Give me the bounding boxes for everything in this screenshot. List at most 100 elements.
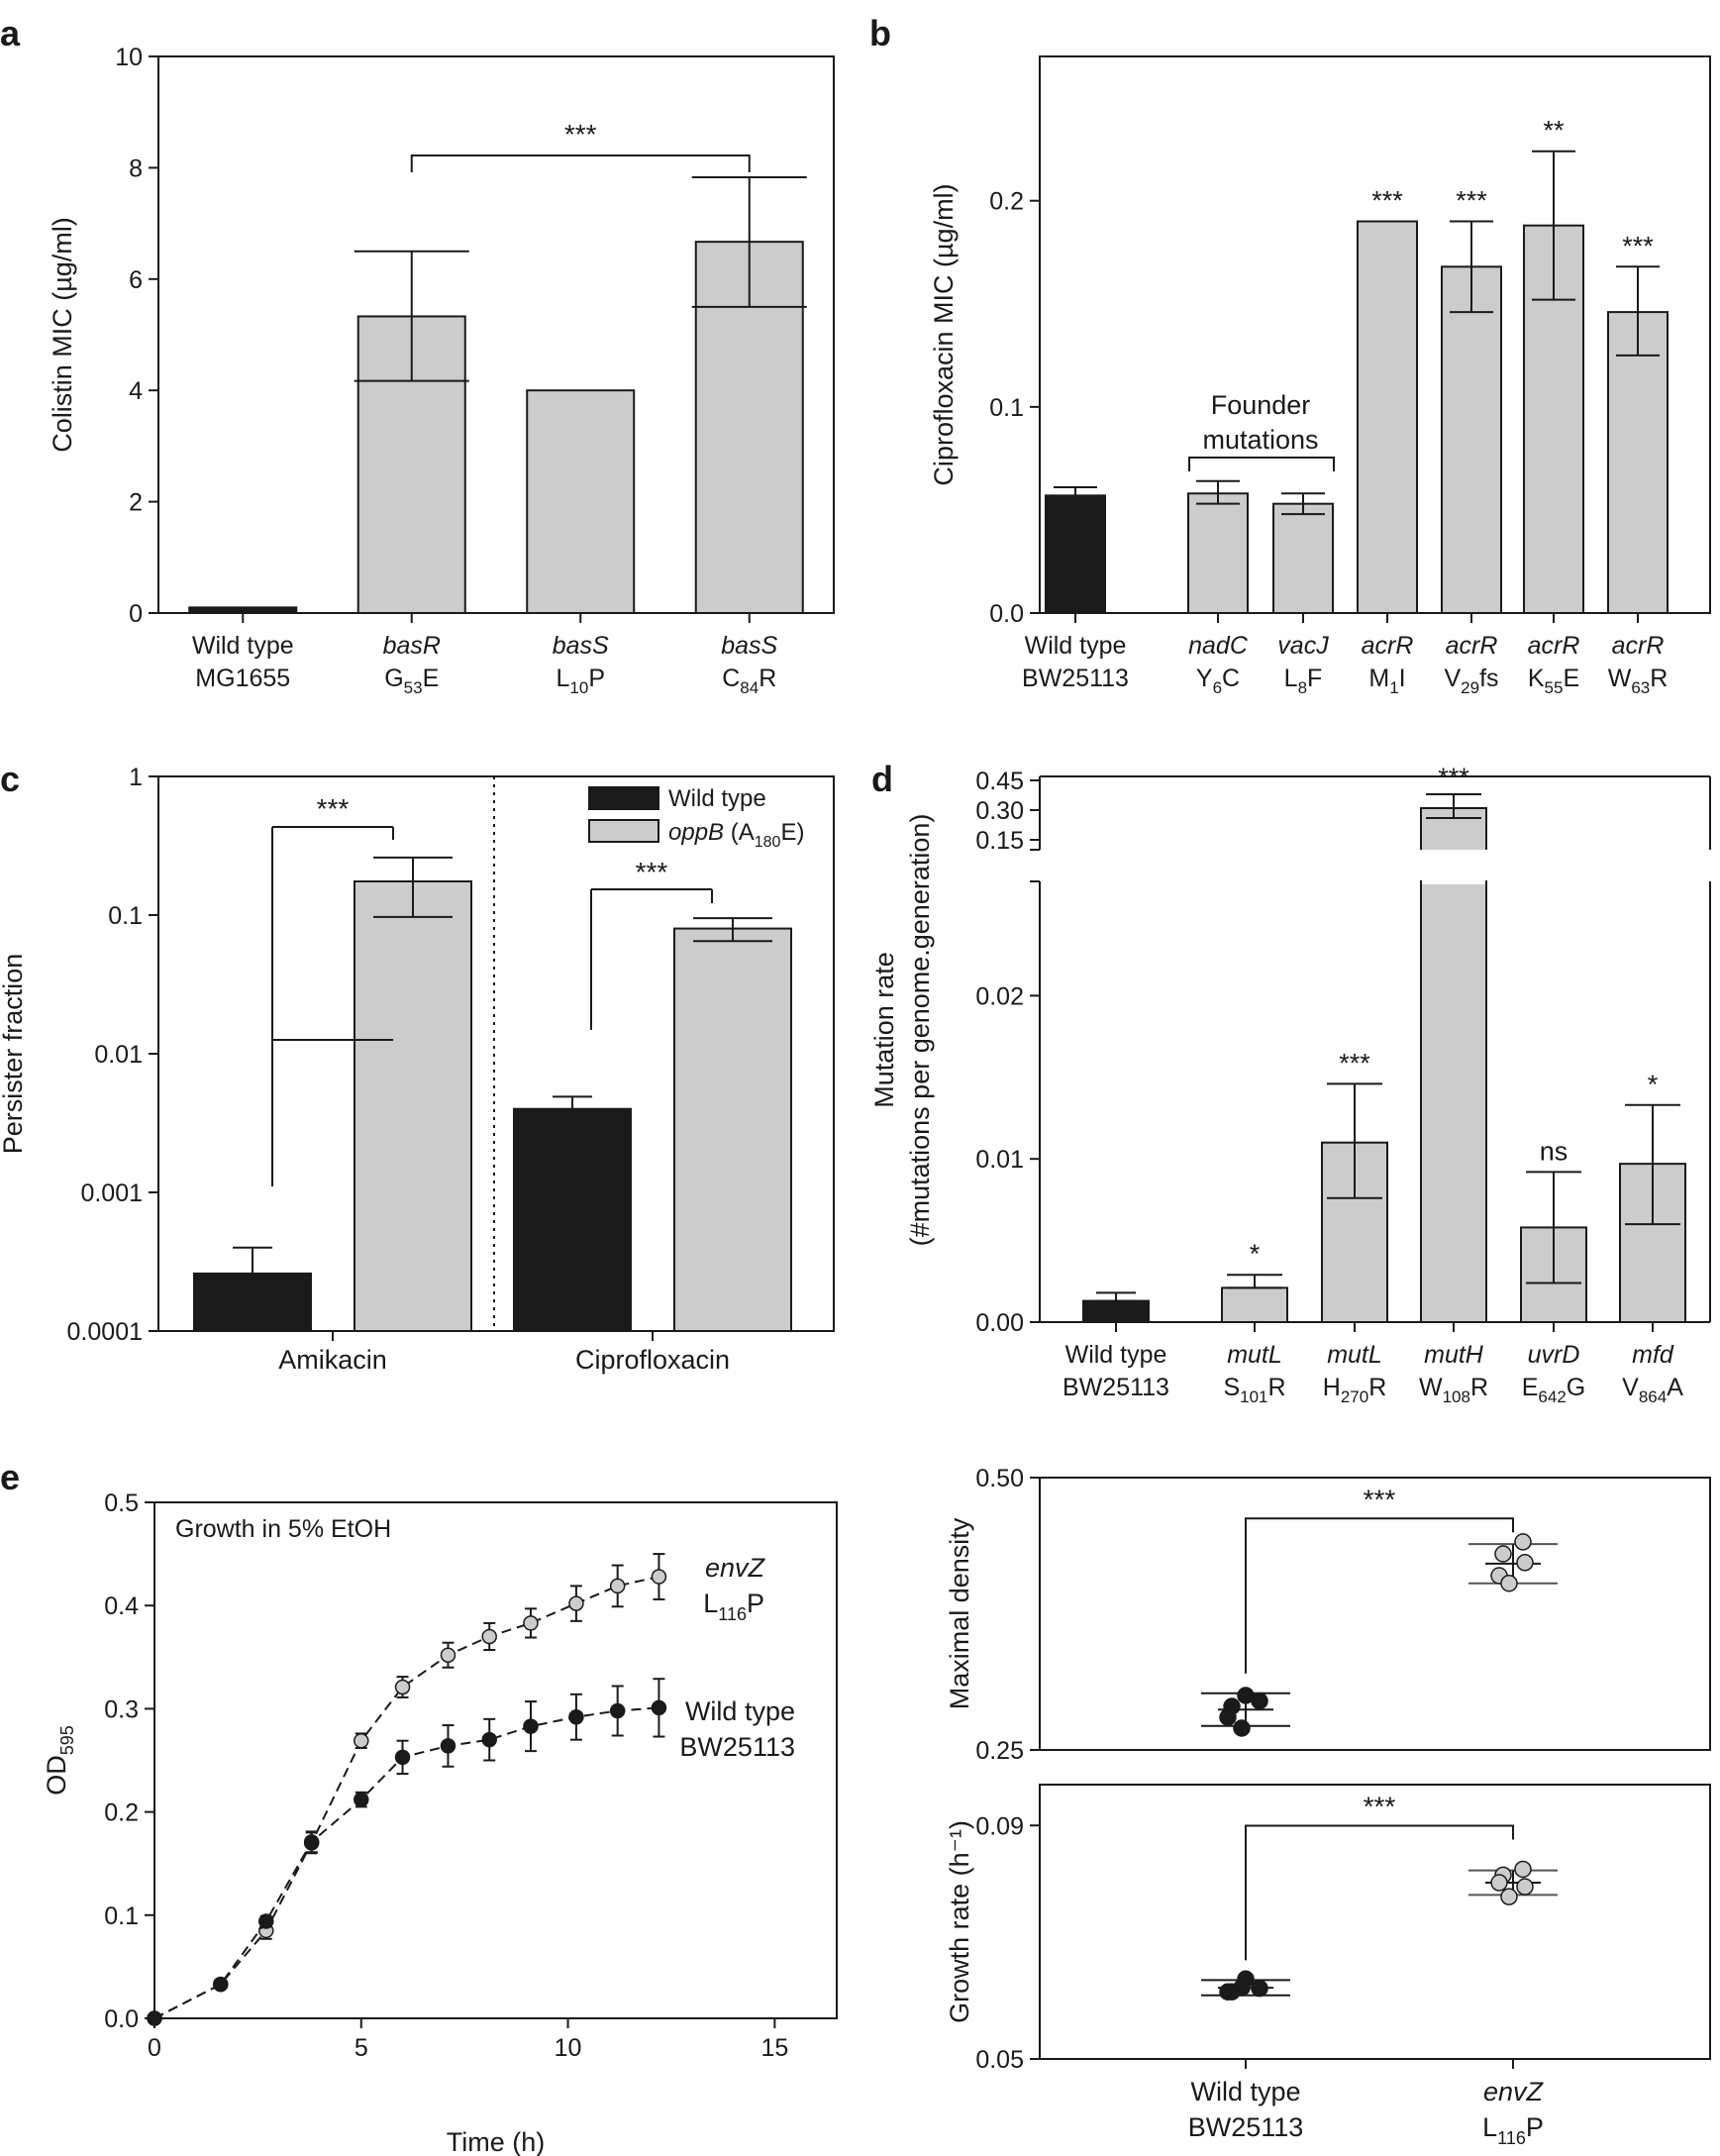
panel-e-series-line [153,1576,659,2019]
panel-c-error-bar [693,917,772,943]
panel-b-bar [1441,265,1502,614]
panel-c-legend-swatch-oppB [588,819,659,843]
panel-d-bar-lower [1420,880,1487,1323]
panel-c-ytick-label: 0.001 [80,1180,143,1207]
panel-d-bar-gap [1422,879,1485,884]
panel-d-ytick-label: 0.30 [975,797,1024,825]
panel-a-ytick-label: 8 [129,154,143,182]
panel-e-density-significance-bracket [1245,1517,1514,1674]
panel-d-ytick-label: 0.01 [975,1146,1024,1174]
panel-d-mutation-label: V864A [1622,1374,1683,1406]
panel-c-group-label: Amikacin [278,1345,387,1375]
panel-e-density-ytick-label: 0.25 [975,1737,1024,1765]
panel-d-ylabel: (#mutations per genome.generation) [905,814,935,1247]
panel-b-significance-label: *** [1371,186,1403,216]
panel-d-error-bar [1227,1274,1282,1289]
panel-b-founder-bracket [1188,457,1335,471]
panel-a-ytick-label: 6 [129,266,143,294]
panel-a-gene-label: basS [721,632,777,660]
panel-b-founder-label: Founder [1211,390,1311,420]
panel-e-rate-gene-label: Wild type [1190,2077,1300,2106]
panel-d-mutation-label: BW25113 [1062,1374,1169,1401]
panel-b-mutation-label: W63R [1608,665,1669,697]
panel-c-bar-wild-type [193,1272,312,1332]
panel-e-density-data-point [1516,1554,1534,1572]
panel-e-xtick-label: 10 [555,2034,582,2062]
panel-b-gene-label: acrR [1362,632,1414,660]
panel-a-gene-label: basR [383,632,441,660]
panel-d-gene-label: Wild type [1065,1341,1167,1369]
panel-a-bar [526,389,636,615]
panel-a-mutation-label: MG1655 [195,665,290,692]
panel-c-bar-oppB [354,879,472,1332]
panel-d-error-bar [1327,1082,1382,1199]
panel-label-e: e [0,1457,20,1497]
panel-e-ylabel: OD595 [42,1725,77,1796]
panel-e-xlabel: Time (h) [447,2127,546,2156]
panel-a-bar [188,606,298,615]
panel-c-bar-oppB [673,927,792,1332]
panel-d-ytick-label: 0.00 [975,1309,1024,1337]
panel-b-gene-label: nadC [1188,632,1249,660]
panel-e-series-label-envZ: envZ [705,1553,766,1583]
panel-e-rate-plot-frame [1039,1784,1711,2060]
panel-e-data-point [440,1647,456,1663]
panel-b-mutation-label: L8F [1284,665,1323,697]
panel-e-density-data-point [1500,1574,1518,1592]
panel-c-legend-label: Wild type [668,785,766,812]
panel-e-series-label-envZ-mutation: L116P [703,1589,764,1624]
panel-c-ytick-label: 0.0001 [67,1318,143,1346]
panel-e-plot-frame [153,1501,838,2019]
panel-b-bar [1272,502,1334,615]
panel-e-data-point [440,1738,456,1754]
panel-a-mutation-label: C84R [722,665,776,697]
panel-b-error-bar [1450,220,1493,314]
panel-a-mutation-label: L10P [556,665,605,697]
panel-e-data-point [354,1732,369,1749]
panel-d-significance-label: *** [1339,1048,1370,1078]
panel-a-ytick-label: 0 [129,600,143,628]
panel-e-rate-ytick-label: 0.05 [975,2046,1024,2074]
panel-b-error-bar [1281,492,1325,516]
panel-c-ytick-label: 0.01 [94,1041,143,1069]
panel-d-error-bar [1625,1103,1680,1226]
panel-a-plot-frame [157,55,835,614]
panel-d-gene-label: mfd [1632,1341,1674,1369]
panel-b-error-bar [1196,479,1240,505]
panel-d-error-bar [1096,1291,1136,1302]
panel-b-mutation-label: BW25113 [1022,665,1129,692]
panel-e-rate-data-point [1514,1860,1532,1879]
panel-e-rate-data-point [1500,1888,1518,1905]
panel-a-error-bar [354,250,469,382]
panel-a-gene-label: basS [553,632,609,660]
panel-a-ylabel: Colistin MIC (µg/ml) [48,217,77,453]
panel-c-legend-swatch-wild-type [588,786,659,810]
panel-e-data-point [481,1731,497,1748]
panel-a-ytick-label: 10 [115,44,143,71]
panel-label-d: d [871,759,893,799]
panel-e-xtick-label: 15 [760,2034,788,2062]
panel-d-gene-label: mutH [1424,1341,1484,1369]
panel-d-ytick-label: 0.02 [975,982,1024,1010]
panel-e-data-point [651,1699,667,1716]
panel-e-rate-ytick-label: 0.09 [975,1812,1024,1840]
panel-a-significance-bracket [410,154,751,172]
panel-c-significance-label: *** [317,793,350,824]
panel-e-data-point [354,1792,369,1807]
panel-e-rate-ylabel: Growth rate (h⁻¹) [945,1820,974,2023]
panel-d-significance-label: *** [1438,763,1469,792]
panel-e-data-point [609,1702,626,1719]
panel-label-a: a [0,13,21,53]
panel-b-bar [1045,494,1106,615]
panel-b-ylabel: Ciprofloxacin MIC (µg/ml) [929,183,959,485]
panel-label-b: b [869,13,891,53]
panel-e-data-point [147,2010,162,2026]
panel-d-gene-label: mutL [1327,1341,1382,1369]
panel-c-ytick-label: 0.1 [108,902,143,930]
panel-e-ytick-label: 0.3 [104,1695,139,1723]
panel-d-gene-label: mutL [1227,1341,1282,1369]
panel-d-significance-label: * [1648,1070,1659,1099]
panel-d-bar [1082,1299,1150,1324]
panel-e-data-point [303,1834,320,1850]
panel-d-mutation-label: H270R [1323,1374,1387,1406]
